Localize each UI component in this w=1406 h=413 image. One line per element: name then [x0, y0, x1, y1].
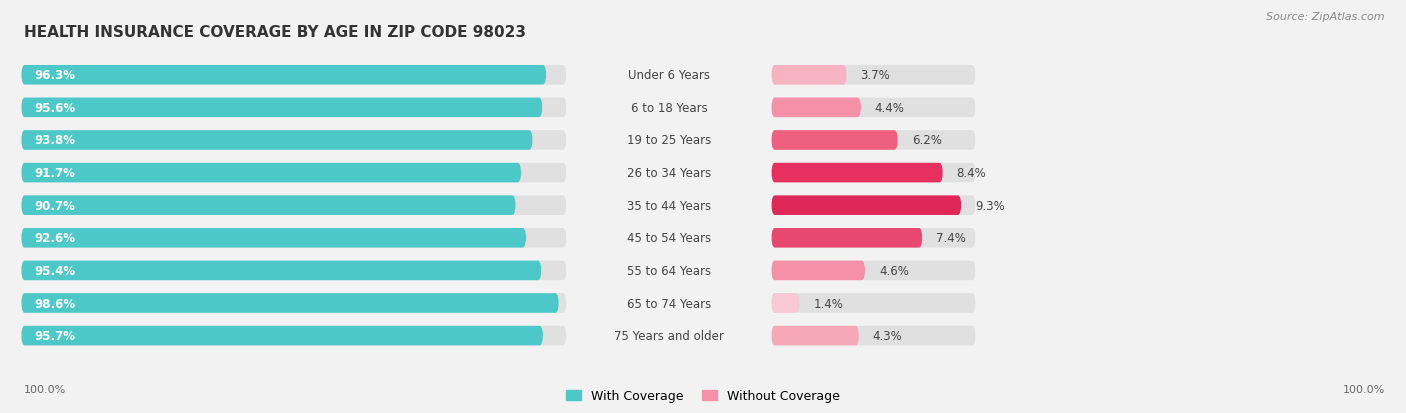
- FancyBboxPatch shape: [21, 228, 567, 248]
- Text: 8.4%: 8.4%: [956, 167, 987, 180]
- FancyBboxPatch shape: [21, 294, 560, 313]
- FancyBboxPatch shape: [21, 66, 547, 85]
- Text: 3.7%: 3.7%: [860, 69, 890, 82]
- Text: 98.6%: 98.6%: [35, 297, 76, 310]
- FancyBboxPatch shape: [772, 164, 943, 183]
- Text: Under 6 Years: Under 6 Years: [628, 69, 710, 82]
- Text: 4.4%: 4.4%: [875, 102, 904, 114]
- FancyBboxPatch shape: [772, 131, 898, 150]
- Text: Source: ZipAtlas.com: Source: ZipAtlas.com: [1267, 12, 1385, 22]
- FancyBboxPatch shape: [772, 131, 976, 150]
- FancyBboxPatch shape: [21, 131, 567, 150]
- FancyBboxPatch shape: [772, 228, 922, 248]
- FancyBboxPatch shape: [772, 164, 976, 183]
- FancyBboxPatch shape: [21, 196, 516, 216]
- Text: 91.7%: 91.7%: [35, 167, 76, 180]
- Text: 45 to 54 Years: 45 to 54 Years: [627, 232, 711, 244]
- FancyBboxPatch shape: [772, 66, 976, 85]
- FancyBboxPatch shape: [772, 196, 976, 216]
- FancyBboxPatch shape: [21, 326, 543, 346]
- Text: 7.4%: 7.4%: [936, 232, 966, 244]
- FancyBboxPatch shape: [21, 196, 567, 216]
- FancyBboxPatch shape: [21, 164, 522, 183]
- FancyBboxPatch shape: [21, 261, 541, 280]
- FancyBboxPatch shape: [21, 98, 543, 118]
- FancyBboxPatch shape: [21, 131, 533, 150]
- FancyBboxPatch shape: [772, 66, 846, 85]
- Text: 93.8%: 93.8%: [35, 134, 76, 147]
- FancyBboxPatch shape: [21, 66, 567, 85]
- FancyBboxPatch shape: [772, 261, 865, 280]
- Text: 96.3%: 96.3%: [35, 69, 76, 82]
- FancyBboxPatch shape: [772, 228, 976, 248]
- Text: 35 to 44 Years: 35 to 44 Years: [627, 199, 711, 212]
- FancyBboxPatch shape: [21, 164, 567, 183]
- Text: 1.4%: 1.4%: [814, 297, 844, 310]
- Text: 100.0%: 100.0%: [1343, 385, 1385, 394]
- Text: 90.7%: 90.7%: [35, 199, 76, 212]
- Text: 4.3%: 4.3%: [873, 329, 903, 342]
- FancyBboxPatch shape: [772, 261, 976, 280]
- FancyBboxPatch shape: [772, 294, 976, 313]
- FancyBboxPatch shape: [21, 98, 567, 118]
- Text: 9.3%: 9.3%: [976, 199, 1005, 212]
- FancyBboxPatch shape: [772, 196, 962, 216]
- Text: 95.4%: 95.4%: [35, 264, 76, 277]
- Text: 100.0%: 100.0%: [24, 385, 66, 394]
- FancyBboxPatch shape: [21, 228, 526, 248]
- FancyBboxPatch shape: [21, 294, 567, 313]
- Text: 55 to 64 Years: 55 to 64 Years: [627, 264, 711, 277]
- Text: 95.7%: 95.7%: [35, 329, 76, 342]
- Text: HEALTH INSURANCE COVERAGE BY AGE IN ZIP CODE 98023: HEALTH INSURANCE COVERAGE BY AGE IN ZIP …: [24, 25, 526, 40]
- Text: 95.6%: 95.6%: [35, 102, 76, 114]
- Text: 6.2%: 6.2%: [911, 134, 942, 147]
- Text: 65 to 74 Years: 65 to 74 Years: [627, 297, 711, 310]
- Text: 4.6%: 4.6%: [879, 264, 908, 277]
- Text: 26 to 34 Years: 26 to 34 Years: [627, 167, 711, 180]
- FancyBboxPatch shape: [772, 326, 976, 346]
- FancyBboxPatch shape: [21, 261, 567, 280]
- Text: 6 to 18 Years: 6 to 18 Years: [630, 102, 707, 114]
- FancyBboxPatch shape: [772, 326, 859, 346]
- FancyBboxPatch shape: [772, 294, 800, 313]
- Text: 19 to 25 Years: 19 to 25 Years: [627, 134, 711, 147]
- Text: 75 Years and older: 75 Years and older: [614, 329, 724, 342]
- FancyBboxPatch shape: [772, 98, 862, 118]
- Legend: With Coverage, Without Coverage: With Coverage, Without Coverage: [561, 385, 845, 408]
- FancyBboxPatch shape: [772, 98, 976, 118]
- FancyBboxPatch shape: [21, 326, 567, 346]
- Text: 92.6%: 92.6%: [35, 232, 76, 244]
